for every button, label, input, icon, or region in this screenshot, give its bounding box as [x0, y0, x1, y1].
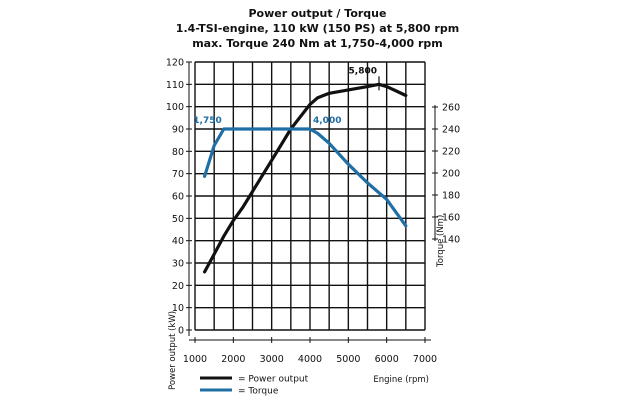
y-axis-left-label: Power output (kW) — [168, 311, 178, 390]
chart-titles: Power output / Torque 1.4-TSI-engine, 11… — [0, 6, 635, 51]
y-right-tick-label: 220 — [442, 147, 460, 158]
legend: = Power output = Torque — [200, 375, 309, 397]
chart-subtitle-1: 1.4-TSI-engine, 110 kW (150 PS) at 5,800… — [175, 22, 460, 35]
legend-label: = Power output — [238, 375, 309, 385]
series-line-power-output — [203, 82, 408, 274]
y-left-tick-label: 70 — [172, 169, 184, 180]
chart-title: Power output / Torque — [248, 7, 387, 20]
y-right-tick-label: 260 — [442, 103, 460, 114]
y-left-tick-label: 100 — [166, 102, 184, 113]
x-tick-label: 4000 — [298, 354, 322, 365]
y-left-tick-label: 0 — [178, 326, 184, 337]
y-right-tick-label: 160 — [442, 213, 460, 224]
y-right-tick-label: 140 — [442, 235, 460, 246]
y-right-tick-label: 200 — [442, 169, 460, 180]
annotation-label: 4,000 — [313, 116, 341, 126]
x-tick-label: 5000 — [336, 354, 360, 365]
legend-label: = Torque — [238, 387, 279, 397]
y-left-tick-label: 20 — [172, 281, 184, 292]
x-tick-label: 6000 — [375, 354, 399, 365]
y-left-tick-label: 120 — [166, 58, 184, 69]
x-tick-label: 1000 — [183, 354, 207, 365]
x-tick-label: 7000 — [413, 354, 437, 365]
y-right-tick-label: 240 — [442, 125, 460, 136]
y-left-tick-label: 30 — [172, 259, 184, 270]
x-axis-label: Engine (rpm) — [373, 375, 429, 385]
series-lines — [203, 82, 408, 274]
y-left-tick-label: 110 — [166, 80, 184, 91]
annotation-label: 1,750 — [193, 116, 221, 126]
series-line-torque — [203, 127, 408, 228]
y-right-tick-label: 180 — [442, 191, 460, 202]
x-tick-label: 2000 — [221, 354, 245, 365]
x-tick-label: 3000 — [260, 354, 284, 365]
y-left-tick-label: 50 — [172, 214, 184, 225]
y-axis-right-label: Torque (Nm) — [436, 215, 446, 268]
y-left-tick-label: 40 — [172, 236, 184, 247]
annotation-label: 5,800 — [349, 66, 377, 76]
axes: 0 10 20 30 40 50 60 70 80 90 100 110 120 1000 2000 3000… — [166, 58, 460, 391]
y-left-tick-label: 80 — [172, 147, 184, 158]
y-left-tick-label: 60 — [172, 192, 184, 203]
annotations: 1,750 4,000 5,800 — [193, 66, 380, 126]
y-left-tick-label: 10 — [172, 303, 184, 314]
grid — [194, 61, 426, 331]
chart-subtitle-2: max. Torque 240 Nm at 1,750-4,000 rpm — [192, 37, 443, 50]
y-left-tick-label: 90 — [172, 125, 184, 136]
